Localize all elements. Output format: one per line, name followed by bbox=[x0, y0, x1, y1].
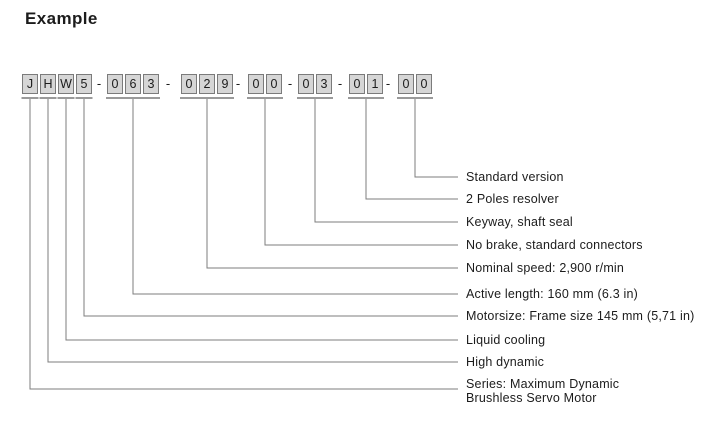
code-box: 6 bbox=[125, 74, 141, 94]
connector-liquid-cooling bbox=[65, 99, 458, 341]
code-box: 5 bbox=[76, 74, 92, 94]
code-separator: - bbox=[235, 76, 241, 91]
code-box: W bbox=[58, 74, 74, 94]
connector-keyway-shaft-seal bbox=[314, 99, 458, 223]
code-separator: - bbox=[337, 76, 343, 91]
legend-label-nominal-speed: Nominal speed: 2,900 r/min bbox=[466, 261, 625, 275]
code-box: 3 bbox=[143, 74, 159, 94]
legend-label-active-length: Active length: 160 mm (6.3 in) bbox=[466, 287, 639, 301]
page-title: Example bbox=[25, 9, 98, 28]
code-box: 0 bbox=[266, 74, 282, 94]
code-box: 0 bbox=[398, 74, 414, 94]
legend-label-2-poles-resolver: 2 Poles resolver bbox=[466, 192, 559, 206]
code-separator: - bbox=[287, 76, 293, 91]
code-separator: - bbox=[385, 76, 391, 91]
code-box: 0 bbox=[349, 74, 365, 94]
connector-standard-version bbox=[414, 99, 458, 178]
code-box: 0 bbox=[298, 74, 314, 94]
legend-label-series: Series: Maximum Dynamic Brushless Servo … bbox=[466, 377, 620, 405]
connector-active-length bbox=[132, 99, 458, 295]
code-box: 0 bbox=[248, 74, 264, 94]
code-box: 1 bbox=[367, 74, 383, 94]
connector-nominal-speed bbox=[206, 99, 458, 269]
legend-label-no-brake: No brake, standard connectors bbox=[466, 238, 643, 252]
legend-label-keyway-shaft-seal: Keyway, shaft seal bbox=[466, 215, 573, 229]
code-separator: - bbox=[96, 76, 102, 91]
connector-high-dynamic bbox=[47, 99, 458, 363]
code-box: 9 bbox=[217, 74, 233, 94]
legend-label-standard-version: Standard version bbox=[466, 170, 564, 184]
legend-label-high-dynamic: High dynamic bbox=[466, 355, 545, 369]
code-separator: - bbox=[165, 76, 171, 91]
legend-label-motorsize: Motorsize: Frame size 145 mm (5,71 in) bbox=[466, 309, 695, 323]
code-box: 0 bbox=[181, 74, 197, 94]
code-box: 3 bbox=[316, 74, 332, 94]
connector-motorsize bbox=[83, 99, 458, 317]
connector-no-brake bbox=[264, 99, 458, 246]
legend-label-liquid-cooling: Liquid cooling bbox=[466, 333, 546, 347]
connector-2-poles-resolver bbox=[365, 99, 458, 200]
code-box: 2 bbox=[199, 74, 215, 94]
code-box: 0 bbox=[107, 74, 123, 94]
code-box: H bbox=[40, 74, 56, 94]
code-box: 0 bbox=[416, 74, 432, 94]
code-box: J bbox=[22, 74, 38, 94]
connector-series bbox=[29, 99, 458, 390]
